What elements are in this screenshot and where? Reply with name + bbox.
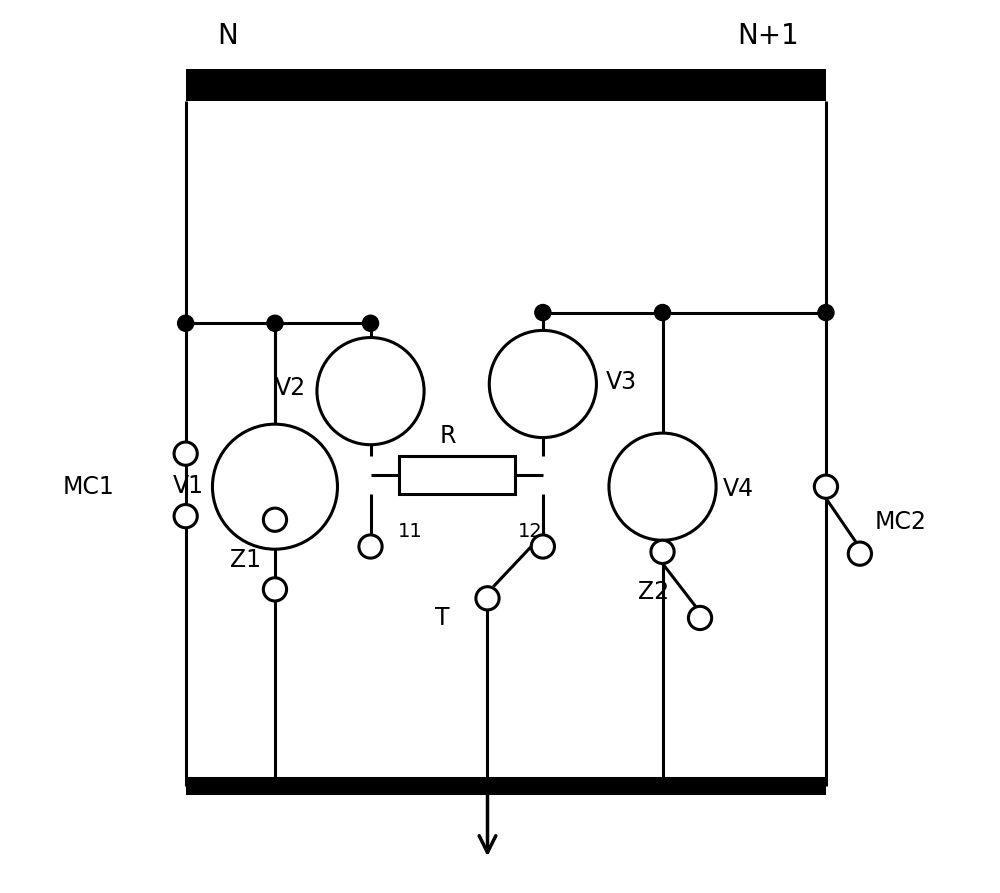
Text: Z2: Z2 [638, 580, 669, 604]
Circle shape [212, 424, 337, 549]
Text: V2: V2 [275, 377, 306, 400]
Text: T: T [435, 606, 450, 630]
Circle shape [654, 305, 671, 321]
Bar [186, 69, 826, 101]
Text: 11: 11 [398, 522, 423, 541]
Circle shape [267, 315, 283, 331]
Text: R: R [440, 424, 456, 447]
Circle shape [174, 505, 197, 528]
Circle shape [531, 535, 554, 558]
Circle shape [848, 542, 871, 565]
Circle shape [317, 338, 424, 445]
Circle shape [174, 442, 197, 465]
Circle shape [359, 535, 382, 558]
Circle shape [362, 315, 379, 331]
Circle shape [489, 330, 596, 438]
Text: N: N [217, 21, 238, 50]
Circle shape [688, 606, 712, 630]
Text: V4: V4 [723, 478, 754, 501]
Text: MC2: MC2 [875, 511, 927, 534]
Circle shape [178, 315, 194, 331]
Circle shape [609, 433, 716, 540]
Bar [399, 456, 515, 494]
Circle shape [263, 508, 287, 531]
Text: V3: V3 [605, 371, 636, 394]
Text: MC1: MC1 [62, 475, 114, 498]
Circle shape [263, 578, 287, 601]
Text: 12: 12 [518, 522, 543, 541]
Circle shape [476, 587, 499, 610]
Text: N+1: N+1 [737, 21, 799, 50]
Text: Z1: Z1 [230, 548, 261, 572]
Circle shape [818, 305, 834, 321]
Circle shape [814, 475, 838, 498]
Circle shape [651, 540, 674, 563]
Text: V1: V1 [173, 474, 204, 497]
Circle shape [535, 305, 551, 321]
